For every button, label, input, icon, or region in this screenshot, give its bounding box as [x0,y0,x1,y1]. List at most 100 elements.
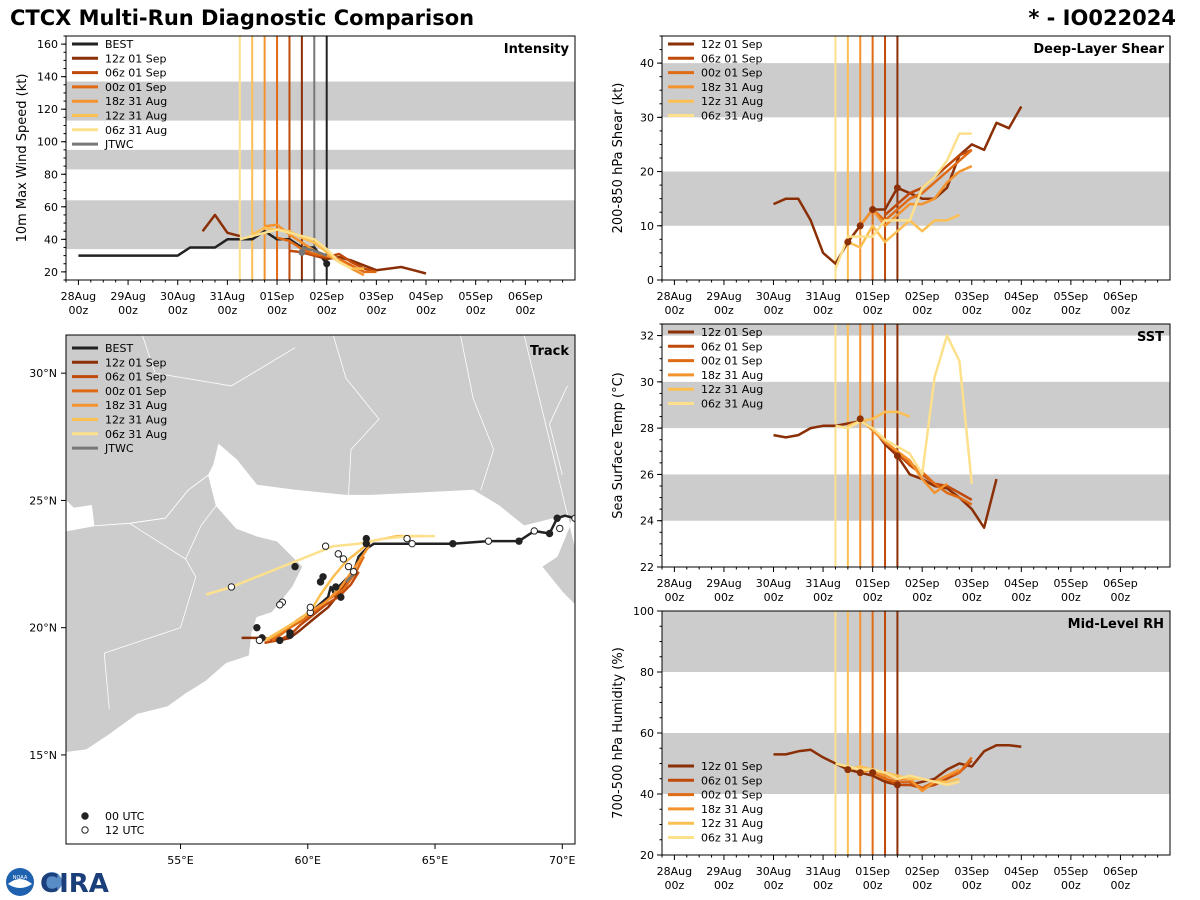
globe-icon [42,872,62,892]
panel-intensity: 2040608010012014016028Aug00z29Aug00z30Au… [15,35,576,317]
track-title: Track [530,344,569,359]
track-ytick-label: 25°N [29,494,57,507]
track-position-marker [545,529,554,538]
track-land-2 [523,335,575,606]
sst-legend-label: 00z 01 Sep [701,355,763,368]
shear-xtick-date: 01Sep [855,290,890,303]
shear-band-1 [662,63,1170,118]
intensity-xtick-hour: 00z [69,304,89,317]
noaa-seal-text: NOAA [13,875,28,881]
intensity-ytick-label: 20 [44,266,58,279]
intensity-xtick-date: 01Sep [260,290,295,303]
sst-band-0 [662,474,1170,521]
sst-marker [856,415,864,423]
sst-legend-label: 06z 01 Sep [701,340,763,353]
intensity-legend-label: 06z 01 Sep [105,67,167,80]
sst-xtick-date: 03Sep [954,577,989,590]
intensity-title: Intensity [504,42,570,57]
sst-xtick-date: 01Sep [855,577,890,590]
shear-xtick-hour: 00z [714,304,734,317]
track-legend-label: 06z 31 Aug [105,428,167,441]
sst-frame [661,323,1171,568]
sst-xtick-hour: 00z [863,591,883,604]
rh-xtick-date: 01Sep [855,865,890,878]
rh-xtick-hour: 00z [962,879,982,892]
rh-legend-label: 00z 01 Sep [701,789,763,802]
track-position-marker [276,601,284,609]
track-border [460,335,495,491]
shear-series-line [834,132,972,270]
track-border [103,505,217,710]
rh-series-line [835,762,960,787]
intensity-plot-area [66,36,575,280]
track-position-marker [553,514,561,522]
rh-marker [893,781,901,789]
sst-xtick-hour: 00z [1011,591,1031,604]
intensity-xtick-hour: 00z [217,304,237,317]
rh-xtick-date: 30Aug [756,865,791,878]
intensity-xtick-date: 03Sep [359,290,394,303]
rh-series-line [872,756,973,790]
track-position-marker [484,537,493,545]
track-position-marker [530,527,538,535]
track-border [332,335,380,496]
sst-xtick-date: 05Sep [1054,577,1089,590]
rh-marker [844,766,852,774]
shear-marker [856,222,864,230]
track-xtick-label: 55°E [167,854,193,867]
shear-xtick-hour: 00z [1061,304,1081,317]
intensity-legend-label: BEST [105,38,133,51]
shear-xtick-hour: 00z [1011,304,1031,317]
sst-band-1 [662,381,1170,429]
shear-xtick-date: 31Aug [805,290,840,303]
track-position-marker [515,537,523,545]
rh-ytick-label: 100 [633,605,654,618]
rh-xtick-date: 04Sep [1004,865,1039,878]
intensity-xtick-date: 02Sep [309,290,344,303]
sst-xtick-date: 04Sep [1004,577,1039,590]
rh-legend-label: 18z 31 Aug [701,803,763,816]
track-series-line [205,534,435,596]
shear-xtick-date: 03Sep [954,290,989,303]
rh-legend-label: 12z 01 Sep [701,760,763,773]
panel-track: 55°E 60°E 65°E 70°E 15°N 20°N 25°N 30°N Track BES… [29,334,576,867]
rh-xtick-date: 28Aug [657,865,692,878]
intensity-legend-label: JTWC [104,138,134,151]
track-marker-legend-label: 00 UTC [105,810,145,823]
intensity-marker [323,260,331,268]
sst-xtick-date: 28Aug [657,577,692,590]
sst-xtick-date: 30Aug [756,577,791,590]
rh-marker [869,769,877,777]
rh-xtick-hour: 00z [664,879,684,892]
rh-xtick-date: 31Aug [805,865,840,878]
track-legend-label: 18z 31 Aug [105,399,167,412]
track-position-marker [337,593,345,601]
sst-ytick-label: 24 [640,515,654,528]
track-position-marker [253,623,261,632]
intensity-xtick-date: 05Sep [458,290,493,303]
intensity-legend-label: 12z 01 Sep [105,52,167,65]
sst-ytick-label: 30 [640,376,654,389]
sst-xtick-hour: 00z [813,591,833,604]
track-border [141,335,296,387]
sst-xtick-date: 06Sep [1103,577,1138,590]
shear-marker [869,206,877,214]
intensity-legend-label: 06z 31 Aug [105,124,167,137]
rh-legend-label: 06z 31 Aug [701,832,763,845]
intensity-band-0 [66,200,575,250]
track-ytick-label: 20°N [29,622,57,635]
intensity-ytick-label: 60 [44,201,58,214]
intensity-marker [298,248,306,256]
sst-ytick-label: 22 [640,561,654,574]
shear-title: Deep-Layer Shear [1033,42,1164,57]
shear-xtick-hour: 00z [664,304,684,317]
rh-plot-area [662,611,1170,855]
track-position-marker [291,562,299,571]
intensity-xtick-hour: 00z [267,304,287,317]
intensity-ytick-label: 140 [37,71,58,84]
track-legend-label: JTWC [104,442,134,455]
track-border [129,522,186,560]
intensity-xtick-hour: 00z [515,304,535,317]
rh-ytick-label: 20 [640,849,654,862]
